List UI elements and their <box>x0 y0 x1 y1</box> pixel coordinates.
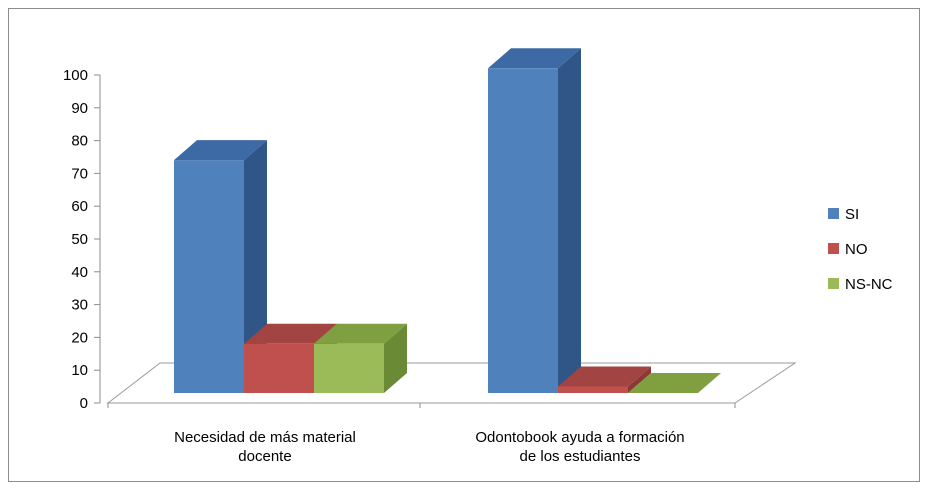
category-label: Odontobook ayuda a formación <box>475 429 684 446</box>
floor-plane <box>106 362 797 404</box>
bar-side-ns-nc <box>384 323 407 393</box>
y-tick-label: 60 <box>71 198 88 215</box>
bar-si <box>174 160 244 393</box>
category-label: de los estudiantes <box>520 448 641 465</box>
y-tick-label: 70 <box>71 165 88 182</box>
y-tick-label: 30 <box>71 297 88 314</box>
legend-swatch-no <box>828 243 839 254</box>
y-tick-label: 80 <box>71 133 88 150</box>
bar-side-no <box>628 366 651 393</box>
bar-no <box>558 386 628 393</box>
y-tick-label: 90 <box>71 100 88 117</box>
legend-swatch-ns-nc <box>828 278 839 289</box>
category-label: Necesidad de más material <box>174 429 356 446</box>
bar-si <box>488 68 558 393</box>
legend-label-si: SI <box>845 206 859 223</box>
y-tick-label: 0 <box>80 395 88 412</box>
bar-no <box>244 343 314 393</box>
y-tick-label: 40 <box>71 264 88 281</box>
bar-top-ns-nc <box>314 323 407 344</box>
bar-side-si <box>558 48 581 393</box>
y-tick-label: 50 <box>71 231 88 248</box>
bar-top-si <box>174 140 267 161</box>
legend-swatch-si <box>828 208 839 219</box>
bar-top-si <box>488 48 581 69</box>
category-label: docente <box>238 448 291 465</box>
y-tick-label: 10 <box>71 362 88 379</box>
bar-top-ns-nc <box>628 373 721 393</box>
bar-top-no <box>558 366 651 387</box>
y-tick-label: 100 <box>63 67 88 84</box>
y-tick-label: 20 <box>71 329 88 346</box>
chart-frame <box>8 8 920 482</box>
legend-label-ns-nc: NS-NC <box>845 276 893 293</box>
legend-label-no: NO <box>845 241 868 258</box>
bar-ns-nc <box>314 343 384 393</box>
bar-top-no <box>244 323 337 344</box>
